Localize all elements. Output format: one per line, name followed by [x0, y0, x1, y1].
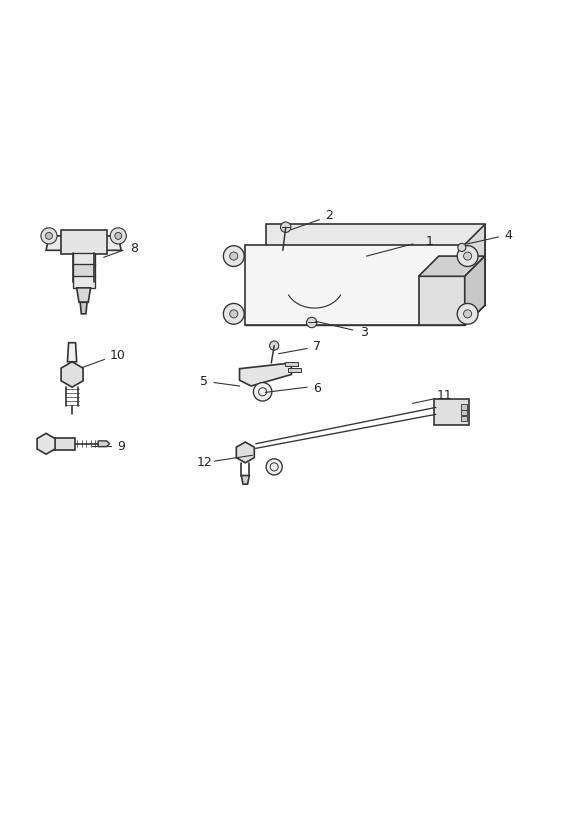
Polygon shape — [61, 362, 83, 387]
Circle shape — [115, 232, 122, 239]
FancyBboxPatch shape — [285, 362, 298, 367]
Circle shape — [269, 341, 279, 350]
Circle shape — [307, 317, 317, 328]
Text: 9: 9 — [117, 439, 125, 452]
Polygon shape — [236, 442, 254, 463]
Circle shape — [280, 222, 291, 232]
Circle shape — [463, 252, 472, 260]
Polygon shape — [68, 343, 77, 362]
FancyBboxPatch shape — [61, 230, 107, 255]
Text: 10: 10 — [109, 349, 125, 363]
Circle shape — [45, 232, 52, 239]
Polygon shape — [245, 305, 485, 325]
FancyBboxPatch shape — [461, 410, 467, 415]
FancyBboxPatch shape — [461, 416, 467, 421]
Polygon shape — [37, 433, 55, 454]
Circle shape — [266, 459, 282, 475]
Polygon shape — [465, 224, 485, 325]
FancyBboxPatch shape — [73, 253, 94, 265]
Text: 11: 11 — [437, 389, 452, 402]
Circle shape — [457, 303, 478, 324]
Circle shape — [230, 252, 238, 260]
Text: 6: 6 — [314, 382, 321, 396]
Polygon shape — [241, 475, 250, 485]
Polygon shape — [80, 302, 87, 314]
Text: 12: 12 — [197, 456, 213, 470]
Circle shape — [223, 246, 244, 266]
Polygon shape — [245, 245, 465, 325]
Circle shape — [230, 310, 238, 318]
FancyBboxPatch shape — [434, 399, 469, 425]
FancyBboxPatch shape — [73, 265, 94, 277]
Circle shape — [457, 246, 478, 266]
Text: 8: 8 — [131, 241, 138, 255]
Circle shape — [110, 227, 127, 244]
Polygon shape — [465, 256, 485, 325]
Circle shape — [254, 382, 272, 401]
Circle shape — [223, 303, 244, 324]
Polygon shape — [240, 363, 292, 386]
Polygon shape — [77, 288, 90, 302]
Text: 7: 7 — [314, 339, 321, 353]
FancyBboxPatch shape — [288, 368, 301, 372]
Polygon shape — [46, 236, 121, 250]
Polygon shape — [419, 276, 465, 325]
Text: 3: 3 — [360, 325, 368, 339]
Text: 4: 4 — [504, 229, 512, 242]
Polygon shape — [419, 256, 485, 276]
Polygon shape — [98, 441, 110, 447]
Circle shape — [458, 243, 466, 251]
Circle shape — [463, 310, 472, 318]
Polygon shape — [265, 224, 485, 305]
Text: 2: 2 — [325, 209, 333, 222]
Polygon shape — [52, 438, 75, 450]
Text: 1: 1 — [426, 235, 434, 248]
FancyBboxPatch shape — [461, 405, 467, 410]
Text: 5: 5 — [200, 375, 208, 388]
Circle shape — [41, 227, 57, 244]
FancyBboxPatch shape — [73, 276, 94, 288]
